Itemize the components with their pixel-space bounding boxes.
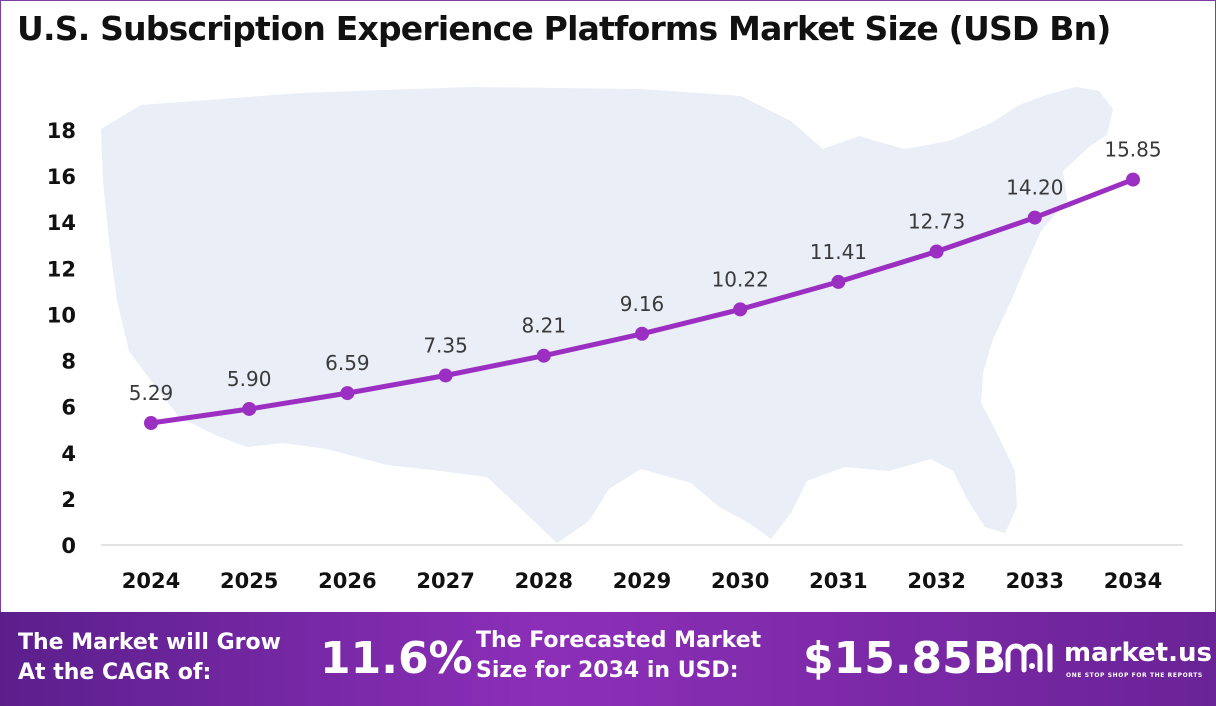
x-tick-label: 2026 bbox=[318, 569, 376, 593]
data-point bbox=[242, 401, 257, 416]
forecast-label-line1: The Forecasted Market bbox=[476, 628, 762, 653]
data-label: 7.35 bbox=[423, 334, 468, 358]
data-point bbox=[1027, 210, 1042, 225]
x-tick-label: 2030 bbox=[711, 569, 769, 593]
y-axis: 0 2 4 6 8 10 12 14 16 18 bbox=[47, 119, 76, 558]
data-label: 6.59 bbox=[325, 351, 370, 375]
data-label: 10.22 bbox=[712, 267, 769, 291]
data-label: 15.85 bbox=[1104, 138, 1161, 162]
y-tick-label: 16 bbox=[47, 165, 76, 189]
data-point bbox=[438, 368, 453, 383]
y-tick-label: 8 bbox=[61, 350, 76, 374]
data-label: 12.73 bbox=[908, 210, 965, 234]
x-tick-label: 2028 bbox=[515, 569, 573, 593]
y-tick-label: 12 bbox=[47, 257, 76, 281]
data-point bbox=[536, 348, 551, 363]
data-points bbox=[144, 172, 1140, 431]
x-tick-label: 2024 bbox=[122, 569, 180, 593]
x-tick-label: 2034 bbox=[1104, 569, 1162, 593]
cagr-label-line2: At the CAGR of: bbox=[18, 660, 212, 685]
x-tick-label: 2031 bbox=[809, 569, 867, 593]
x-tick-label: 2025 bbox=[220, 569, 278, 593]
y-tick-label: 4 bbox=[61, 442, 76, 466]
data-point bbox=[144, 416, 158, 431]
x-tick-label: 2033 bbox=[1006, 569, 1064, 593]
cagr-label-line1: The Market will Grow bbox=[18, 630, 281, 655]
data-label: 11.41 bbox=[810, 240, 867, 264]
logo-tagline: ONE STOP SHOP FOR THE REPORTS bbox=[1066, 672, 1203, 679]
y-tick-label: 6 bbox=[61, 396, 76, 420]
x-tick-label: 2029 bbox=[613, 569, 671, 593]
market-us-logo: market.us ONE STOP SHOP FOR THE REPORTS bbox=[1004, 636, 1214, 686]
data-label: 14.20 bbox=[1006, 176, 1063, 200]
data-label: 9.16 bbox=[620, 292, 665, 316]
cagr-value: 11.6% bbox=[320, 633, 473, 684]
y-tick-label: 14 bbox=[47, 211, 76, 235]
cagr-label: The Market will Grow At the CAGR of: bbox=[18, 628, 308, 688]
data-point bbox=[831, 274, 846, 289]
x-tick-label: 2027 bbox=[416, 569, 474, 593]
line-chart: 0 2 4 6 8 10 12 14 16 18 2024 2025 2026 2027 2028 2029… bbox=[47, 87, 1183, 593]
data-label: 5.29 bbox=[129, 381, 174, 405]
y-tick-label: 18 bbox=[47, 119, 76, 143]
forecast-label: The Forecasted Market Size for 2034 in U… bbox=[476, 626, 766, 686]
data-label: 8.21 bbox=[522, 314, 567, 338]
data-point bbox=[733, 302, 748, 317]
chart-title: U.S. Subscription Experience Platforms M… bbox=[17, 9, 1111, 48]
forecast-value: $15.85B bbox=[803, 633, 1007, 684]
data-point bbox=[635, 326, 649, 341]
data-labels: 5.29 5.90 6.59 7.35 8.21 9.16 10.22 11.41 12.73 1… bbox=[129, 138, 1162, 405]
data-label: 5.90 bbox=[227, 367, 272, 391]
y-tick-label: 2 bbox=[61, 488, 76, 512]
usa-map-background bbox=[101, 87, 1113, 543]
data-point bbox=[1126, 172, 1140, 187]
market-us-logo-icon bbox=[1005, 643, 1053, 673]
y-tick-label: 10 bbox=[47, 303, 76, 327]
summary-banner: The Market will Grow At the CAGR of: 11.… bbox=[0, 612, 1216, 706]
x-tick-label: 2032 bbox=[907, 569, 965, 593]
forecast-label-line2: Size for 2034 in USD: bbox=[476, 658, 739, 683]
x-axis: 2024 2025 2026 2027 2028 2029 2030 2031 2032 2033… bbox=[122, 569, 1162, 593]
logo-name: market.us bbox=[1064, 638, 1212, 668]
y-tick-label: 0 bbox=[61, 534, 76, 558]
data-point bbox=[340, 386, 355, 401]
data-point bbox=[929, 244, 944, 259]
